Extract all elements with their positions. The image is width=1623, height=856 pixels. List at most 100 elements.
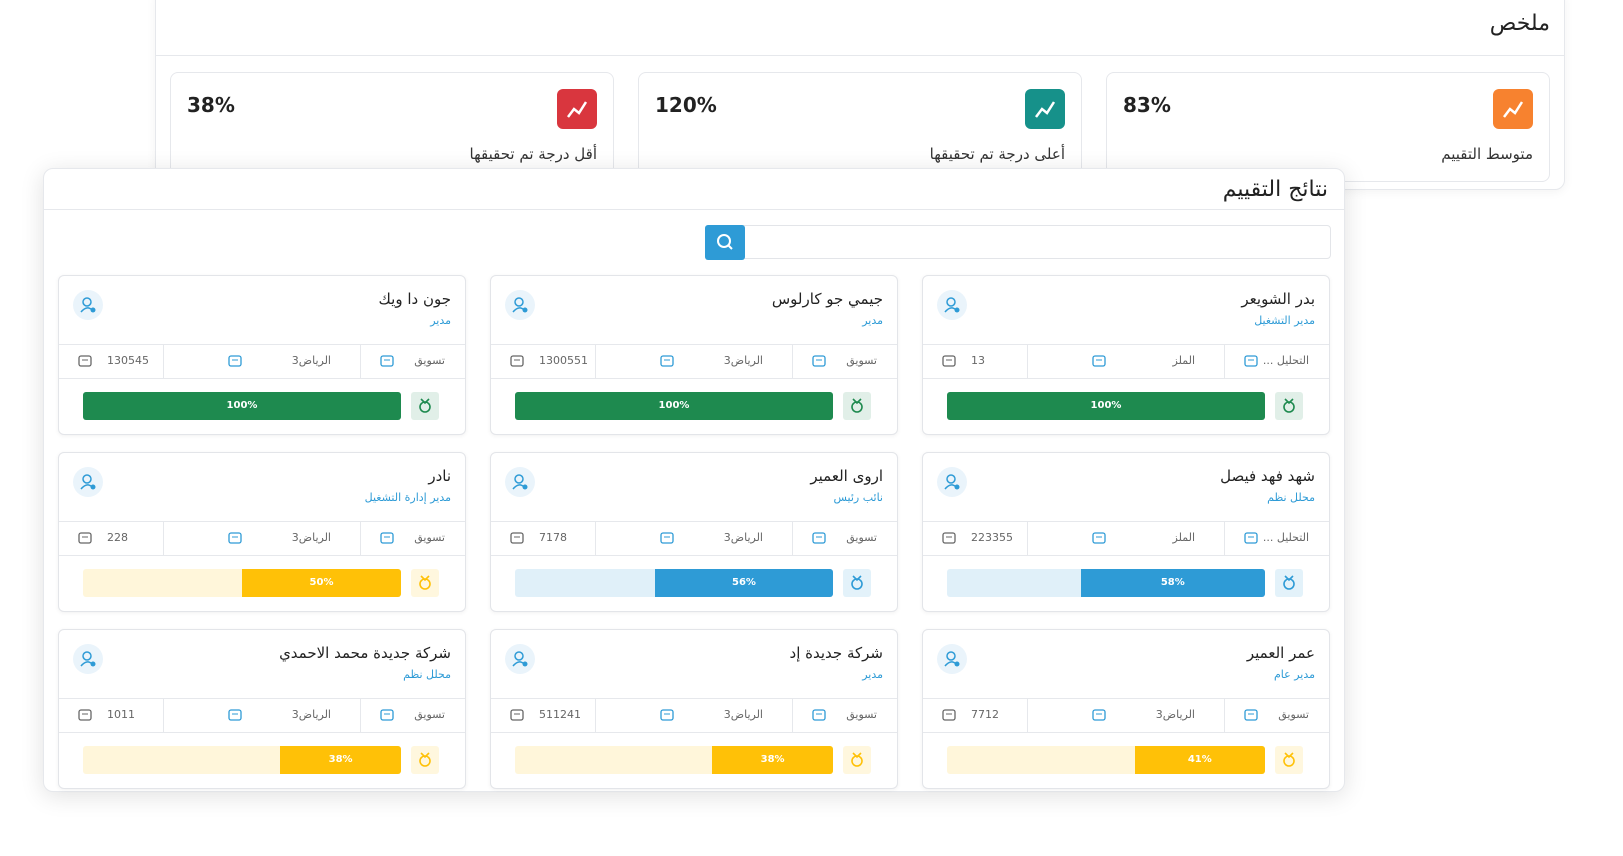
employee-name: جيمي جو كارلوس <box>771 290 883 308</box>
employee-name: شركة جديدة محمد الاحمدي <box>279 644 451 662</box>
divider <box>1224 698 1225 732</box>
employee-id: 7712 <box>971 708 999 721</box>
id-icon <box>77 707 93 723</box>
result-card: اروى العمير نائب رئيس تسويق الرياض3 7178 56% <box>490 452 898 612</box>
divider <box>163 521 164 555</box>
city: الرياض3 <box>291 531 331 544</box>
results-panel: نتائج التقييم بدر الشويعر مدير التشغيل الت… <box>43 168 1345 792</box>
divider <box>44 209 1344 210</box>
city-icon <box>1091 707 1107 723</box>
progress-track: 38% <box>515 746 833 774</box>
employee-role: نائب رئيس <box>833 491 884 504</box>
medal-icon <box>843 569 871 597</box>
employee-name: اروى العمير <box>810 467 883 485</box>
result-card: شركة جديدة محمد الاحمدي محلل نظم تسويق الري… <box>58 629 466 789</box>
department: التحليل ... <box>1262 531 1309 544</box>
divider <box>491 521 897 522</box>
medal-icon <box>843 746 871 774</box>
stat-value: 83% <box>1123 93 1171 117</box>
department-icon <box>1243 530 1259 546</box>
city-icon <box>1091 530 1107 546</box>
stat-label: أقل درجة تم تحقيقها <box>469 145 597 163</box>
avatar <box>937 290 967 320</box>
divider <box>360 698 361 732</box>
department: التحليل ... <box>1262 354 1309 367</box>
search-button[interactable] <box>705 225 745 260</box>
employee-name: عمر العمير <box>1246 644 1315 662</box>
city: الرياض3 <box>291 708 331 721</box>
medal-icon <box>411 746 439 774</box>
city-icon <box>659 353 675 369</box>
employee-role: مدير <box>862 668 883 681</box>
city: الرياض3 <box>723 708 763 721</box>
search-input[interactable] <box>705 225 1331 259</box>
employee-name: بدر الشويعر <box>1241 290 1315 308</box>
divider <box>59 732 465 733</box>
progress-label: 41% <box>1187 754 1212 765</box>
medal-icon <box>1275 569 1303 597</box>
divider <box>163 344 164 378</box>
department: تسويق <box>846 531 877 544</box>
progress-track: 100% <box>947 392 1265 420</box>
progress-bar <box>242 569 401 597</box>
stat-icon <box>1493 89 1533 129</box>
divider <box>923 555 1329 556</box>
city: الرياض3 <box>1155 708 1195 721</box>
medal-icon <box>1275 746 1303 774</box>
progress-label: 50% <box>309 577 334 588</box>
department-icon <box>1243 353 1259 369</box>
divider <box>59 344 465 345</box>
employee-role: محلل نظم <box>403 668 451 681</box>
avatar <box>505 644 535 674</box>
progress-bar <box>1080 569 1265 597</box>
result-card: شهد فهد فيصل محلل نظم التحليل ... الملز 2233… <box>922 452 1330 612</box>
divider <box>792 521 793 555</box>
progress-bar <box>1134 746 1265 774</box>
divider <box>59 698 465 699</box>
medal-icon <box>1275 392 1303 420</box>
department: تسويق <box>846 354 877 367</box>
divider <box>923 344 1329 345</box>
progress-track: 100% <box>515 392 833 420</box>
id-icon <box>509 353 525 369</box>
divider <box>1224 344 1225 378</box>
employee-id: 1300551 <box>539 354 588 367</box>
city-icon <box>1091 353 1107 369</box>
search-icon <box>717 234 733 250</box>
department: تسويق <box>1278 708 1309 721</box>
id-icon <box>77 530 93 546</box>
city-icon <box>659 707 675 723</box>
department-icon <box>379 530 395 546</box>
department-icon <box>811 353 827 369</box>
progress-label: 56% <box>731 577 756 588</box>
id-icon <box>77 353 93 369</box>
divider <box>923 698 1329 699</box>
employee-role: مدير عام <box>1273 668 1315 681</box>
divider <box>59 521 465 522</box>
employee-id: 228 <box>107 531 128 544</box>
employee-id: 223355 <box>971 531 1013 544</box>
city: الرياض3 <box>723 354 763 367</box>
department-icon <box>811 707 827 723</box>
department: تسويق <box>414 354 445 367</box>
department: تسويق <box>846 708 877 721</box>
divider <box>59 378 465 379</box>
result-card: عمر العمير مدير عام تسويق الرياض3 7712 41% <box>922 629 1330 789</box>
department: تسويق <box>414 708 445 721</box>
avatar <box>505 467 535 497</box>
progress-bar <box>947 392 1265 420</box>
progress-track: 38% <box>83 746 401 774</box>
employee-id: 1011 <box>107 708 135 721</box>
result-card: شركة جديدة إد مدير تسويق الرياض3 511241 38% <box>490 629 898 789</box>
divider <box>595 521 596 555</box>
city-icon <box>659 530 675 546</box>
avatar <box>73 644 103 674</box>
divider <box>163 698 164 732</box>
results-title: نتائج التقييم <box>1222 177 1328 202</box>
stat-icon <box>1025 89 1065 129</box>
city: الرياض3 <box>723 531 763 544</box>
stat-card: 38% أقل درجة تم تحقيقها <box>170 72 614 182</box>
department: تسويق <box>414 531 445 544</box>
stat-card: 83% متوسط التقييم <box>1106 72 1550 182</box>
